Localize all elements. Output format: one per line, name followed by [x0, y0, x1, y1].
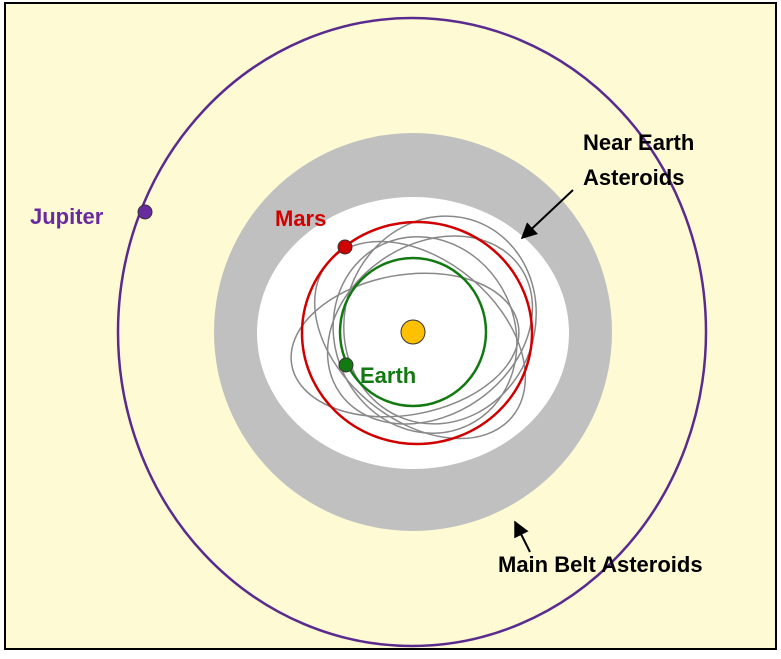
asteroid-orbit	[326, 235, 534, 425]
asteroid-orbit	[332, 235, 518, 435]
jupiter-planet	[137, 204, 153, 220]
earth-planet	[338, 357, 354, 373]
main-belt-label: Main Belt Asteroids	[498, 552, 703, 577]
jupiter-orbit	[116, 16, 708, 648]
near-earth-label: Near Earth	[583, 130, 694, 155]
arrow	[520, 189, 574, 240]
mars-label: Mars	[275, 206, 326, 231]
asteroid-orbit	[290, 272, 520, 418]
mars-orbit	[300, 220, 534, 446]
near-earth-orbits	[290, 215, 537, 440]
sun	[400, 319, 426, 345]
near-earth-label: Asteroids	[583, 165, 684, 190]
jupiter-label: Jupiter	[30, 204, 104, 229]
earth-orbit	[338, 256, 488, 408]
arrow	[514, 520, 531, 553]
earth-label: Earth	[360, 363, 416, 388]
mars-planet	[337, 239, 353, 255]
